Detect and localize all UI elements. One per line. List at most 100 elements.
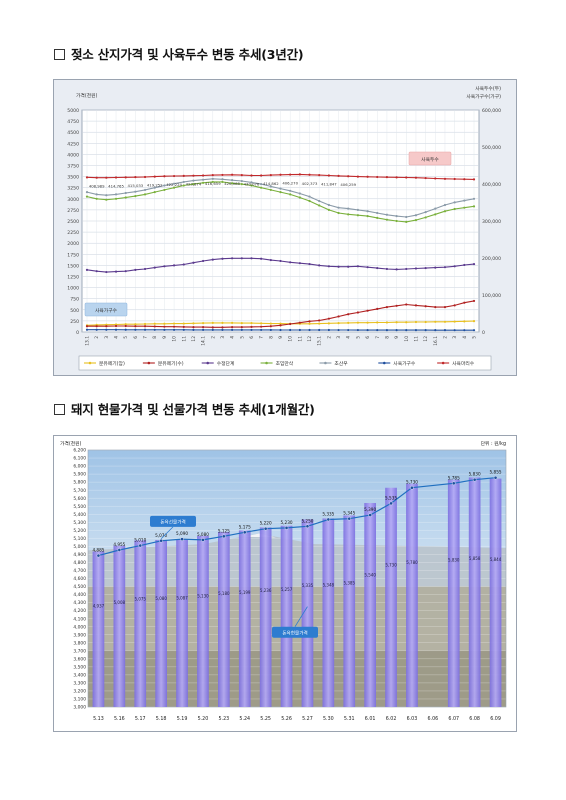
spot-price-label: 5,080: [155, 596, 167, 601]
series-point: [327, 328, 330, 332]
y-tick-left: 3750: [67, 164, 79, 170]
series-point: [318, 199, 321, 203]
y-tick-right: 400,000: [482, 182, 501, 188]
series-point: [124, 191, 127, 195]
x-tick: 5.20: [198, 716, 209, 722]
data-label: 408,989: [89, 184, 105, 189]
series-point: [337, 174, 340, 177]
series-point: [260, 174, 263, 177]
y-tick: 5,300: [73, 520, 86, 526]
y-tick: 6,100: [73, 456, 86, 462]
x-tick: 7: [259, 336, 265, 339]
y-tick: 3,200: [73, 689, 86, 695]
series-point: [202, 174, 205, 177]
y-tick-right: 500,000: [482, 145, 501, 151]
futures-point: [138, 543, 143, 548]
series-point: [318, 319, 321, 322]
series-point: [211, 328, 214, 331]
series-point: [318, 264, 321, 267]
spot-price-label: 5,780: [406, 560, 418, 565]
x-tick: 9: [278, 336, 284, 339]
series-point: [134, 328, 137, 331]
futures-price-label: 5,855: [490, 470, 502, 475]
spot-callout-label: 돈육현물가격: [282, 629, 307, 636]
series-point: [279, 324, 282, 327]
series-point: [163, 175, 166, 178]
series-point: [463, 301, 466, 304]
series-point: [472, 205, 476, 208]
series-point: [356, 175, 359, 178]
series-point: [308, 262, 311, 266]
series-point: [85, 195, 89, 198]
series-point: [298, 192, 301, 195]
legend-swatch-marker: [206, 361, 210, 365]
spot-price-bar: [364, 503, 377, 707]
series-point: [163, 184, 166, 187]
series-point: [327, 265, 330, 268]
y-axis-title-left: 가격(천원): [76, 92, 98, 99]
x-tick: 7: [375, 336, 381, 339]
series-point: [347, 265, 350, 268]
series-point: [143, 193, 147, 196]
y-tick: 3,000: [73, 705, 86, 711]
series-point: [240, 257, 243, 260]
series-point: [231, 326, 234, 329]
series-point: [211, 180, 214, 184]
x-tick: 15.1: [317, 336, 323, 346]
legend-swatch-marker: [441, 361, 445, 365]
data-label: 426,088: [224, 181, 240, 186]
futures-point: [263, 526, 268, 531]
annotation-household: 사육가구수: [95, 307, 118, 314]
spot-price-bar: [447, 479, 460, 707]
spot-price-bar: [217, 531, 230, 707]
legend-swatch-marker: [324, 361, 327, 365]
series-point: [405, 267, 408, 271]
y-tick: 3,800: [73, 640, 86, 646]
series-point: [153, 191, 156, 194]
series-point: [202, 328, 205, 331]
y-tick: 5,600: [73, 496, 86, 502]
series-point: [434, 266, 437, 269]
series-point: [240, 328, 243, 332]
series-point: [269, 322, 272, 325]
series-point: [240, 179, 243, 183]
series-point: [366, 266, 369, 269]
futures-point: [96, 553, 101, 558]
series-point: [356, 321, 359, 324]
series-point: [279, 187, 282, 190]
y-tick: 4,000: [73, 624, 86, 630]
x-tick: 3: [220, 336, 226, 339]
data-label: 423,874: [186, 182, 202, 187]
series-point: [231, 182, 234, 185]
series-point: [289, 322, 292, 326]
series-point: [472, 299, 476, 303]
futures-callout-label: 돈육선물가격: [160, 518, 185, 525]
annotation-head-count: 사육두수: [421, 156, 439, 163]
series-point: [279, 322, 282, 325]
y-tick: 4,200: [73, 608, 86, 614]
series-point: [211, 174, 214, 177]
series-point: [250, 181, 253, 184]
series-point: [211, 258, 214, 261]
x-tick: 8: [384, 336, 390, 339]
cattle-price-chart-svg: 5000475045004250400037503500325030002750…: [67, 85, 501, 371]
x-tick: 5.13: [93, 716, 104, 722]
series-point: [356, 328, 359, 332]
series-point: [153, 325, 156, 328]
checkbox-square-icon: [54, 49, 65, 60]
series-point: [434, 320, 437, 323]
futures-price-label: 5,230: [281, 520, 293, 525]
series-point: [269, 325, 272, 328]
series-point: [356, 311, 359, 314]
x-tick: 9: [162, 336, 168, 339]
y-tick: 3,300: [73, 681, 86, 687]
series-point: [405, 329, 408, 332]
x-tick: 4: [230, 336, 236, 339]
series-point: [163, 322, 166, 325]
series-point: [172, 186, 176, 189]
series-point: [424, 266, 427, 270]
legend-swatch-marker: [265, 361, 268, 365]
series-point: [260, 186, 263, 189]
series-point: [405, 321, 408, 324]
series-point: [163, 188, 166, 192]
